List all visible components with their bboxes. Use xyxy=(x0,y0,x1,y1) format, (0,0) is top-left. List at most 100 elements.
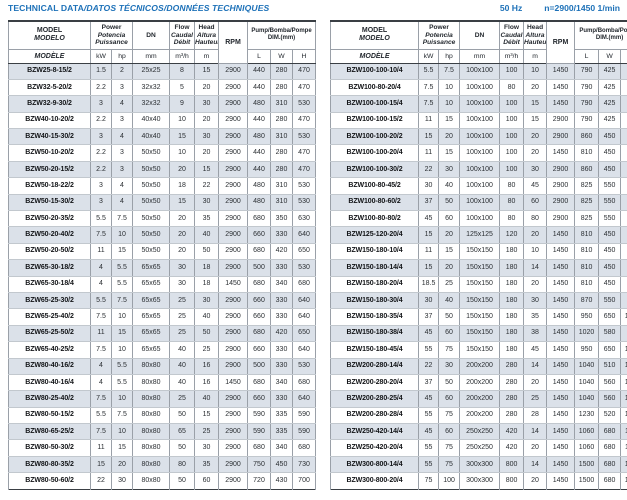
unit-height: H xyxy=(620,49,627,64)
cell-power-kw: 11 xyxy=(418,144,440,162)
cell-rpm: 1450 xyxy=(546,407,576,425)
cell-dim-l: 480 xyxy=(247,177,271,195)
cell-rpm: 1450 xyxy=(218,374,248,392)
cell-dim-w: 650 xyxy=(598,308,622,326)
cell-rpm: 2900 xyxy=(218,177,248,195)
cell-power-hp: 20 xyxy=(111,456,133,474)
cell-dim-h: 470 xyxy=(291,161,317,179)
cell-dim-w: 330 xyxy=(270,308,293,326)
table-row: BZW100-100-30/2 22 30 100x100 100 30 2900 860 45… xyxy=(330,161,627,179)
cell-power-kw: 22 xyxy=(90,472,112,490)
cell-flow: 40 xyxy=(169,358,195,375)
cell-rpm: 2900 xyxy=(218,423,248,441)
cell-model: BZW80-80-35/2 xyxy=(8,456,91,474)
cell-power-kw: 5.5 xyxy=(90,292,112,310)
cell-flow: 180 xyxy=(499,292,525,310)
cell-dn: 65x65 xyxy=(132,325,170,343)
cell-head: 10 xyxy=(523,243,548,261)
cell-dim-w: 310 xyxy=(270,128,293,146)
cell-rpm: 2900 xyxy=(218,226,248,244)
cell-dim-l: 680 xyxy=(247,243,271,261)
cell-power-hp: 7.5 xyxy=(111,292,133,310)
tables-container: MODEL MODELO Power Potencia Puissance DN Fl… xyxy=(8,20,627,490)
table-row: BZW65-25-50/2 11 15 65x65 25 50 2900 680 420 650 xyxy=(8,325,317,343)
cell-rpm: 2900 xyxy=(546,210,576,228)
cell-head: 10 xyxy=(523,63,548,80)
cell-model: BZW80-50-15/2 xyxy=(8,407,91,425)
cell-dim-l: 790 xyxy=(574,63,600,80)
cell-power-hp: 3 xyxy=(111,112,133,130)
cell-flow: 20 xyxy=(169,161,195,179)
table-row: BZW150-180-30/4 30 40 150x150 180 30 1450 870 55… xyxy=(330,292,627,310)
cell-rpm: 2900 xyxy=(218,194,248,212)
cell-power-kw: 30 xyxy=(418,177,440,195)
cell-dn: 40x40 xyxy=(132,128,170,146)
cell-rpm: 1450 xyxy=(546,95,576,113)
cell-power-hp: 15 xyxy=(111,243,133,261)
cell-dn: 250x250 xyxy=(459,423,501,441)
cell-dn: 50x50 xyxy=(132,177,170,195)
cell-power-kw: 3 xyxy=(90,95,112,113)
cell-dn: 65x65 xyxy=(132,276,170,293)
cell-power-kw: 15 xyxy=(418,259,440,277)
cell-flow: 80 xyxy=(499,177,525,195)
cell-rpm: 2900 xyxy=(546,177,576,195)
cell-model: BZW80-65-25/2 xyxy=(8,423,91,441)
cell-flow: 65 xyxy=(169,423,195,441)
cell-dn: 25x25 xyxy=(132,63,170,80)
cell-dim-w: 560 xyxy=(598,374,622,392)
cell-power-hp: 10 xyxy=(438,79,461,97)
cell-model: BZW65-25-40/2 xyxy=(8,308,91,326)
cell-dim-l: 480 xyxy=(247,95,271,113)
cell-head: 30 xyxy=(194,292,219,310)
cell-rpm: 2900 xyxy=(218,259,248,277)
unit-m: m xyxy=(194,49,219,64)
table-row: BZW80-80-35/2 15 20 80x80 80 35 2900 750 450 730 xyxy=(8,456,317,474)
cell-model: BZW80-50-60/2 xyxy=(8,472,91,490)
unit-length: L xyxy=(247,49,271,64)
cell-dn: 50x50 xyxy=(132,144,170,162)
unit-m: m xyxy=(523,49,548,64)
cell-head: 25 xyxy=(194,341,219,359)
table-row: BZW65-30-18/2 4 5.5 65x65 30 18 2900 500 330 530 xyxy=(8,259,317,277)
cell-dn: 100x100 xyxy=(459,161,501,179)
cell-head: 35 xyxy=(194,456,219,474)
cell-dim-l: 720 xyxy=(247,472,271,490)
cell-dim-w: 310 xyxy=(270,177,293,195)
cell-dim-w: 340 xyxy=(270,439,293,457)
table-row: BZW80-65-25/2 7.5 10 80x80 65 25 2900 590 335 590 xyxy=(8,423,317,441)
cell-rpm: 2900 xyxy=(218,112,248,130)
table-row: BZW65-40-25/2 7.5 10 65x65 40 25 2900 660 330 640 xyxy=(8,341,317,359)
table-row: BZW150-180-14/4 15 20 150x150 180 14 1450 810 45… xyxy=(330,259,627,277)
col-header-flow: Flow Caudal Débit xyxy=(499,21,525,50)
cell-head: 16 xyxy=(194,374,219,392)
page-title-main: TECHNICAL DATA xyxy=(8,3,84,13)
cell-power-hp: 10 xyxy=(111,423,133,441)
table-row: BZW40-10-20/2 2.2 3 40x40 10 20 2900 440 280 470 xyxy=(8,112,317,130)
cell-rpm: 2900 xyxy=(218,210,248,228)
cell-model: BZW150-180-20/4 xyxy=(330,276,420,293)
cell-head: 38 xyxy=(523,325,548,343)
cell-rpm: 2900 xyxy=(218,472,248,490)
cell-power-kw: 55 xyxy=(418,407,440,425)
frequency-note: 50 Hz n=2900/1450 1/min xyxy=(500,3,620,13)
cell-dim-w: 680 xyxy=(598,472,622,490)
col-header-model: MODEL MODELO xyxy=(8,21,91,50)
cell-head: 30 xyxy=(523,161,548,179)
cell-flow: 25 xyxy=(169,308,195,326)
cell-power-kw: 45 xyxy=(418,325,440,343)
cell-dim-h: 1030 xyxy=(620,407,627,425)
cell-dim-l: 440 xyxy=(247,79,271,97)
cell-rpm: 1450 xyxy=(218,276,248,293)
cell-power-kw: 4 xyxy=(90,276,112,293)
cell-dim-w: 425 xyxy=(598,63,622,80)
cell-dim-h: 640 xyxy=(291,226,317,244)
cell-power-kw: 75 xyxy=(418,472,440,490)
unit-width: W xyxy=(270,49,293,64)
cell-flow: 800 xyxy=(499,472,525,490)
cell-flow: 20 xyxy=(169,226,195,244)
technical-data-table-left: MODEL MODELO Power Potencia Puissance DN Fl… xyxy=(8,20,317,490)
cell-flow: 100 xyxy=(499,63,525,80)
cell-model: BZW50-10-20/2 xyxy=(8,144,91,162)
cell-rpm: 2900 xyxy=(218,325,248,343)
